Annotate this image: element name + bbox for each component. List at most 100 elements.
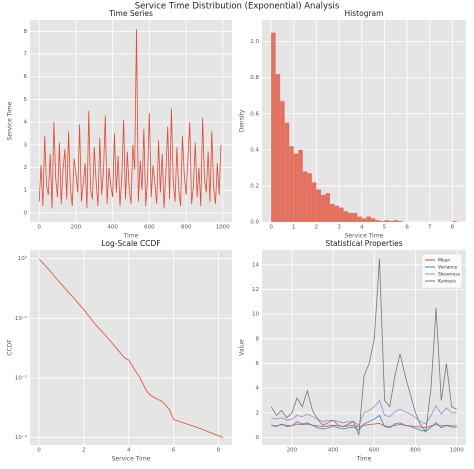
y-tick-label: 4 bbox=[256, 386, 260, 392]
series-line bbox=[271, 399, 457, 426]
bar bbox=[275, 74, 281, 222]
y-axis-label: Service Time bbox=[7, 101, 14, 140]
bar bbox=[307, 173, 312, 222]
x-tick-label: 8 bbox=[217, 448, 221, 454]
legend-label: Variance bbox=[438, 265, 458, 271]
legend-label: Kurtosis bbox=[438, 279, 457, 285]
x-tick-label: 200 bbox=[287, 448, 298, 454]
figure-title: Service Time Distribution (Exponential) … bbox=[135, 2, 340, 12]
x-tick-label: 200 bbox=[71, 225, 82, 231]
bar bbox=[325, 193, 330, 222]
y-tick-label: 7 bbox=[24, 52, 28, 58]
y-tick-label: 14 bbox=[252, 262, 259, 268]
x-tick-label: 400 bbox=[328, 448, 339, 454]
y-tick-label: 12 bbox=[252, 287, 259, 293]
bar bbox=[293, 153, 299, 222]
y-tick-label: 0.2 bbox=[250, 183, 259, 189]
x-tick-label: 7 bbox=[428, 225, 432, 231]
bar bbox=[339, 207, 344, 222]
y-tick-label: 10 bbox=[252, 312, 259, 318]
y-tick-label: 2 bbox=[24, 165, 28, 171]
y-tick-label: 0.6 bbox=[250, 111, 259, 117]
x-tick-label: 400 bbox=[107, 225, 118, 231]
bar bbox=[302, 171, 308, 222]
y-tick-label: 0 bbox=[256, 435, 260, 441]
bar bbox=[375, 220, 380, 222]
bar bbox=[311, 182, 317, 222]
x-axis-label: Time bbox=[123, 233, 139, 240]
bar bbox=[398, 221, 403, 222]
y-tick-label: 10⁻¹ bbox=[15, 315, 27, 322]
y-tick-label: 5 bbox=[24, 97, 28, 103]
x-tick-label: 800 bbox=[181, 225, 192, 231]
x-tick-label: 800 bbox=[410, 448, 421, 454]
y-tick-label: 6 bbox=[256, 361, 260, 367]
x-tick-label: 6 bbox=[405, 225, 409, 231]
y-tick-label: 10⁻² bbox=[15, 374, 27, 381]
x-tick-label: 6 bbox=[172, 448, 176, 454]
y-tick-label: 1.0 bbox=[250, 39, 259, 45]
bar bbox=[352, 212, 358, 222]
bar bbox=[379, 221, 385, 222]
bar bbox=[357, 216, 362, 222]
y-tick-label: 6 bbox=[24, 74, 28, 80]
bar bbox=[388, 221, 394, 222]
x-tick-label: 1 bbox=[292, 225, 296, 231]
y-axis-label: Density bbox=[239, 109, 246, 132]
bar bbox=[271, 32, 276, 222]
series-line bbox=[38, 29, 222, 209]
y-tick-label: 0.8 bbox=[250, 75, 259, 81]
y-tick-label: 8 bbox=[256, 336, 260, 342]
y-tick-label: 2 bbox=[256, 410, 260, 416]
x-tick-label: 2 bbox=[82, 448, 86, 454]
x-axis-label: Time bbox=[356, 456, 372, 463]
y-tick-label: 3 bbox=[24, 142, 28, 148]
series-line bbox=[270, 258, 457, 436]
x-tick-label: 8 bbox=[451, 225, 455, 231]
bar bbox=[320, 194, 326, 222]
y-tick-label: 4 bbox=[24, 120, 28, 126]
bar bbox=[370, 218, 376, 222]
bar bbox=[343, 211, 349, 222]
bar bbox=[384, 220, 389, 222]
x-tick-label: 1000 bbox=[216, 225, 230, 231]
x-tick-label: 4 bbox=[127, 448, 131, 454]
x-tick-label: 0 bbox=[37, 225, 41, 231]
chart-title: Statistical Properties bbox=[325, 239, 402, 248]
bar bbox=[330, 203, 335, 222]
y-tick-label: 1 bbox=[24, 188, 28, 194]
y-tick-label: 0.0 bbox=[250, 220, 259, 226]
legend-label: Skewness bbox=[438, 272, 461, 278]
bar bbox=[316, 189, 321, 222]
y-tick-label: 8 bbox=[24, 29, 28, 35]
y-tick-label: 10⁻³ bbox=[15, 434, 27, 441]
plot-area bbox=[30, 250, 232, 445]
x-tick-label: 0 bbox=[269, 225, 273, 231]
x-tick-label: 1000 bbox=[450, 448, 464, 454]
x-tick-label: 5 bbox=[383, 225, 387, 231]
x-axis-label: Service Time bbox=[345, 233, 384, 240]
bar bbox=[289, 146, 294, 222]
series-line bbox=[271, 422, 457, 429]
bar bbox=[280, 101, 285, 222]
x-tick-label: 4 bbox=[360, 225, 364, 231]
chart-title: Histogram bbox=[345, 9, 384, 18]
y-axis-label: CCDF bbox=[7, 339, 14, 356]
x-tick-label: 3 bbox=[337, 225, 341, 231]
bar bbox=[348, 212, 353, 222]
series-line bbox=[38, 258, 224, 438]
bar bbox=[393, 220, 398, 222]
bar bbox=[284, 122, 290, 222]
y-axis-label: Value bbox=[239, 339, 246, 356]
bar bbox=[298, 149, 303, 222]
bar bbox=[334, 205, 340, 222]
x-tick-label: 600 bbox=[369, 448, 380, 454]
y-tick-label: 10⁰ bbox=[18, 255, 28, 262]
x-axis-label: Service Time bbox=[112, 456, 151, 463]
legend-label: Mean bbox=[438, 258, 450, 264]
y-tick-label: 0.4 bbox=[250, 147, 259, 153]
chart-title: Time Series bbox=[108, 9, 153, 18]
x-tick-label: 600 bbox=[144, 225, 155, 231]
bar bbox=[366, 216, 371, 222]
